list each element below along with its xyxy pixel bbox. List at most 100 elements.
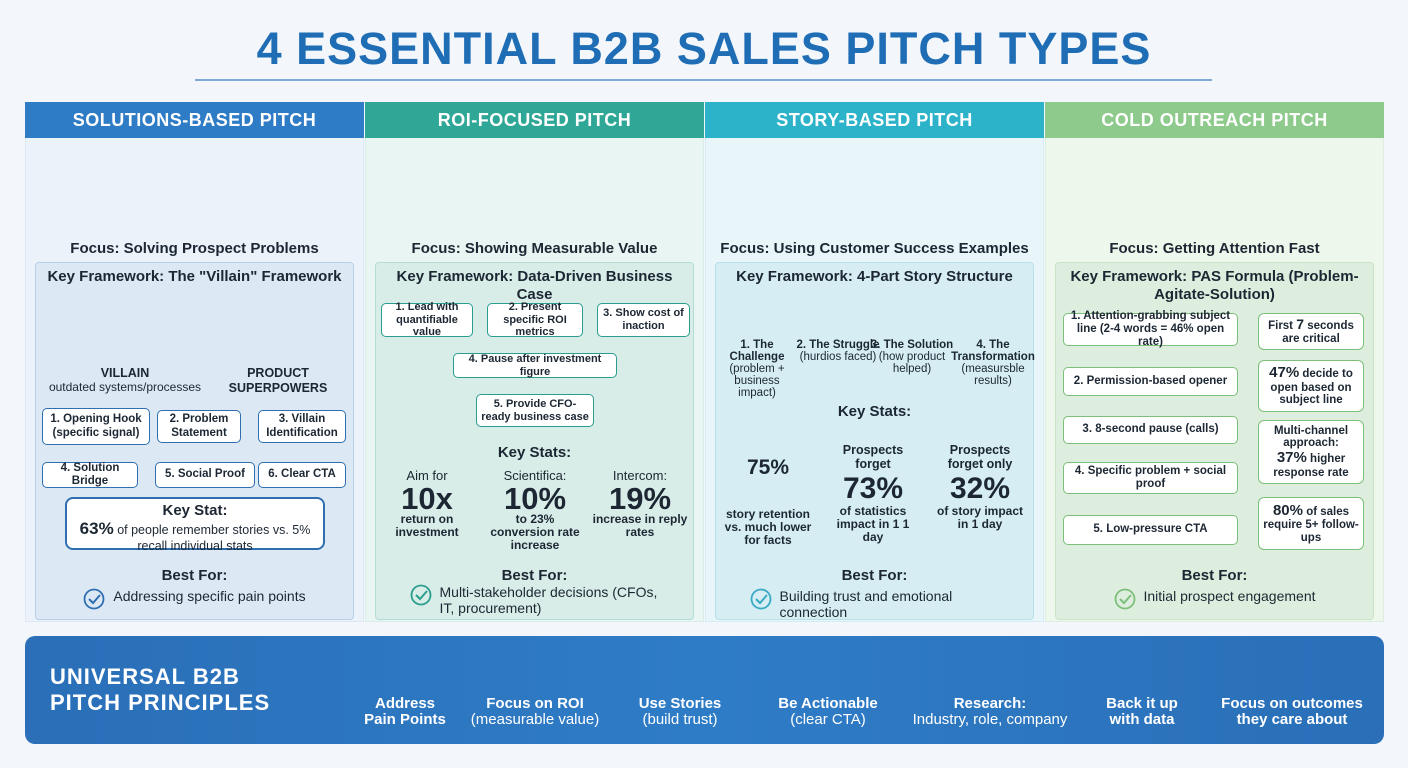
callout-line: 47% decide to open based on subject line <box>1259 364 1363 407</box>
stat-post: story retention vs. much lower for facts <box>724 507 812 548</box>
step-box: 6. Clear CTA <box>258 462 346 488</box>
story-sub: (problem + business impact) <box>729 363 785 400</box>
step-text: 1. Opening Hook (specific signal) <box>50 413 142 439</box>
principle-title: Be Actionable <box>778 695 878 712</box>
stat-box: Key Stat: 63% of people remember stories … <box>65 497 325 553</box>
step-box: 5. Provide CFO-ready business case <box>476 394 594 427</box>
principle-sub: (clear CTA) <box>790 711 866 728</box>
step-text: 3. Show cost of inaction <box>603 307 684 332</box>
stat-title: Key Stat: <box>162 502 228 519</box>
step-text: 2. Permission-based opener <box>1073 374 1228 387</box>
stat-value: 19% <box>608 481 672 516</box>
callout-post: higher response rate <box>1273 453 1349 479</box>
callout: 80% of sales require 5+ follow-ups <box>1258 497 1364 550</box>
stat-value: 63% <box>79 519 114 539</box>
stats-title: Key Stats: <box>837 403 912 420</box>
principle-title: Address <box>374 695 436 712</box>
story-sub: (how product helped) <box>878 351 946 376</box>
best-title: Best For: <box>501 567 568 584</box>
stat-value: 10% <box>503 481 567 516</box>
framework-title: Key Framework: The "Villain" Framework <box>47 268 342 285</box>
stat-post: increase in reply rates <box>592 512 688 540</box>
principle-sub: they care about <box>1236 711 1348 728</box>
stat-text: of people remember stories vs. 5% recall… <box>117 523 311 553</box>
stat-post: to 23% conversion rate increase <box>490 512 580 553</box>
step-text: 5. Provide CFO-ready business case <box>481 397 589 423</box>
stat-post: of statistics impact in 1 1 day <box>836 504 910 545</box>
principle-sub: with data <box>1109 711 1175 728</box>
story-step: 4. The Transformation (measursble results… <box>951 339 1035 389</box>
callout-post: of sales require 5+ follow-ups <box>1263 505 1359 544</box>
check-icon <box>1114 588 1135 610</box>
best-title: Best For: <box>161 567 228 584</box>
principle-sub: Industry, role, company <box>912 711 1068 728</box>
step-text: 4. Solution Bridge <box>60 461 120 487</box>
step-text: 2. Problem Statement <box>169 413 229 439</box>
check-mark <box>414 590 428 601</box>
focus: Focus: Solving Prospect Problems <box>70 240 319 257</box>
step-box: 5. Low-pressure CTA <box>1063 515 1238 545</box>
check-icon <box>83 588 105 610</box>
callout: First 7 seconds are critical <box>1258 313 1364 350</box>
check-circle <box>1114 588 1135 610</box>
principle-sub: (build trust) <box>642 711 718 728</box>
stat-pre: Scientifica: <box>503 468 567 483</box>
principle-title: Focus on ROI <box>486 695 584 712</box>
check-circle <box>83 588 105 610</box>
callout-value: 80% <box>1272 501 1303 519</box>
callout-pre: First <box>1268 320 1294 333</box>
best-title: Best For: <box>841 567 908 584</box>
stat-pre: Prospects forget <box>842 443 904 471</box>
best-row: Building trust and emotional connection <box>715 588 1034 628</box>
story-step: 2. The Struggle (hurdios faced) <box>796 339 880 389</box>
framework-title: Key Framework: Data-Driven Business Case <box>396 268 673 303</box>
story-step: 3. The Solution (how product helped) <box>870 339 954 389</box>
focus: Focus: Showing Measurable Value <box>411 240 658 257</box>
villain-sub: outdated systems/processes <box>48 380 202 394</box>
column-header: SOLUTIONS-BASED PITCH <box>25 102 364 138</box>
step-box: 2. Permission-based opener <box>1063 367 1238 396</box>
step-box: 4. Pause after investment figure <box>453 353 617 378</box>
framework-panel <box>715 262 1034 620</box>
step-text: 6. Clear CTA <box>268 468 336 481</box>
story-title: 2. The Struggle <box>796 339 880 351</box>
page-title: 4 ESSENTIAL B2B SALES PITCH TYPES <box>256 23 1152 74</box>
principle-sub: Pain Points <box>364 711 446 728</box>
best-row: Initial prospect engagement <box>1055 588 1374 628</box>
callout-value: 37% <box>1276 449 1307 467</box>
step-box: 1. Opening Hook (specific signal) <box>42 408 150 445</box>
step-box: 2. Present specific ROI metrics <box>487 301 583 338</box>
principle-title: Back it up <box>1106 695 1178 712</box>
hero-label: PRODUCT SUPERPOWERS <box>228 366 328 395</box>
check-icon <box>410 584 431 606</box>
stat-post: return on investment <box>395 512 459 540</box>
step-text: 4. Specific problem + social proof <box>1074 464 1227 490</box>
column-header: COLD OUTREACH PITCH <box>1045 102 1384 138</box>
framework-title: Key Framework: PAS Formula (Problem-Agit… <box>1070 268 1359 303</box>
callout-post: seconds are critical <box>1282 320 1354 345</box>
step-box: 3. Show cost of inaction <box>597 303 690 337</box>
best-text: Multi-stakeholder decisions (CFOs, IT, p… <box>439 584 658 617</box>
stat-pre: Aim for <box>406 468 448 483</box>
step-text: 5. Low-pressure CTA <box>1093 523 1208 536</box>
step-box: 4. Solution Bridge <box>42 462 138 488</box>
step-box: 3. 8-second pause (calls) <box>1063 416 1238 444</box>
check-mark <box>88 594 102 605</box>
column-header: ROI-FOCUSED PITCH <box>365 102 704 138</box>
best-row: Multi-stakeholder decisions (CFOs, IT, p… <box>375 584 694 624</box>
header-text: ROI-FOCUSED PITCH <box>437 109 632 130</box>
stat-value: 10x <box>401 481 453 516</box>
stat-value: 32% <box>949 472 1011 505</box>
focus: Focus: Using Customer Success Examples <box>720 240 1029 257</box>
story-title: 1. The Challenge <box>729 339 785 364</box>
principle-title: Use Stories <box>638 695 722 712</box>
callout-value: 7 <box>1296 316 1305 333</box>
callout: Multi-channel approach: 37% higher respo… <box>1258 420 1364 484</box>
stat-value: 73% <box>842 472 904 505</box>
step-box: 1. Attention-grabbing subject line (2-4 … <box>1063 310 1238 348</box>
callout-line: 80% of sales require 5+ follow-ups <box>1259 501 1363 545</box>
step-text: 1. Lead with quantifiable value <box>395 301 459 339</box>
step-box: 4. Specific problem + social proof <box>1063 462 1238 494</box>
step-text: 3. 8-second pause (calls) <box>1082 423 1219 436</box>
